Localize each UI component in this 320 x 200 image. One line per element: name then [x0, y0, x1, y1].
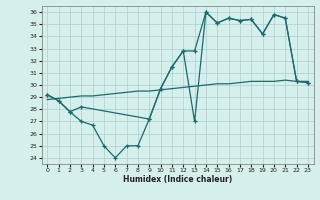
X-axis label: Humidex (Indice chaleur): Humidex (Indice chaleur)	[123, 175, 232, 184]
